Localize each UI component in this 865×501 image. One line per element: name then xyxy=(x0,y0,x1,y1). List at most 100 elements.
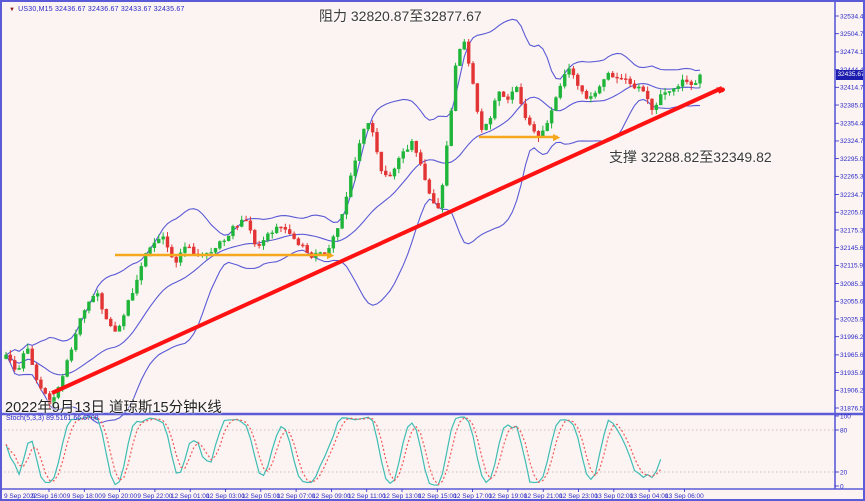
time-tick-label[interactable]: 12 Sep 05:00 xyxy=(241,493,280,500)
price-tick-label[interactable]: 32324.70 xyxy=(840,138,865,145)
bollinger-lower-band[interactable] xyxy=(5,98,701,424)
time-tick-label[interactable]: 9 Sep 16:00 xyxy=(31,493,66,500)
price-tick-label[interactable]: 32474.10 xyxy=(840,49,865,56)
stoch-tick-label[interactable]: 80 xyxy=(840,427,848,434)
stochastic-indicator-label: Stoch(5,3,3) 89.5161 66.6708 xyxy=(6,415,99,422)
candle-body xyxy=(663,92,667,95)
price-tick-label[interactable]: 32265.30 xyxy=(840,174,865,181)
time-tick-label[interactable]: 12 Sep 15:00 xyxy=(418,493,457,500)
support-annotation: 支撑 32288.82至32349.82 xyxy=(609,149,772,165)
price-tick-label[interactable]: 32385.00 xyxy=(840,102,865,109)
candle-body xyxy=(226,235,231,242)
candle-body xyxy=(104,309,109,320)
time-tick-label[interactable]: 12 Sep 13:00 xyxy=(383,493,422,500)
time-tick-label[interactable]: 12 Sep 23:00 xyxy=(559,493,598,500)
candle-body xyxy=(113,325,117,332)
candle-body xyxy=(74,334,78,350)
stoch-tick-label[interactable]: 20 xyxy=(840,469,848,476)
candle-body xyxy=(305,245,309,253)
price-tick-label[interactable]: 32025.90 xyxy=(840,316,865,323)
candle-body xyxy=(597,86,602,94)
symbol-info-bar[interactable]: ▼ US30,M15 32436.67 32436.67 32433.67 324… xyxy=(9,6,185,13)
candle-body xyxy=(532,124,536,132)
candle-body xyxy=(667,91,672,93)
candle-body xyxy=(423,163,427,181)
candle-body xyxy=(650,98,654,111)
candle-body xyxy=(659,94,663,106)
price-tick-label[interactable]: 31965.60 xyxy=(840,352,865,359)
candle-body xyxy=(379,151,384,172)
candle-body xyxy=(628,78,632,84)
time-tick-label[interactable]: 12 Sep 19:00 xyxy=(489,493,528,500)
candle-body xyxy=(458,49,462,66)
candle-body xyxy=(213,248,218,253)
time-tick-label[interactable]: 12 Sep 11:00 xyxy=(348,493,387,500)
candle-body xyxy=(619,77,624,80)
candle-body xyxy=(528,117,532,125)
candle-body xyxy=(191,246,196,255)
candle-body xyxy=(558,85,563,98)
time-tick-label[interactable]: 9 Sep 18:00 xyxy=(67,493,102,500)
time-tick-label[interactable]: 12 Sep 21:00 xyxy=(524,493,563,500)
price-tick-label[interactable]: 32055.60 xyxy=(840,299,865,306)
candle-body xyxy=(143,253,148,267)
candle-body xyxy=(611,72,615,78)
time-tick-label[interactable]: 13 Sep 02:00 xyxy=(594,493,633,500)
candle-body xyxy=(606,72,611,80)
candle-body xyxy=(95,293,100,297)
candle-body xyxy=(672,88,676,92)
candle-body xyxy=(279,226,283,229)
price-tick-label[interactable]: 32085.30 xyxy=(840,281,865,288)
time-tick-label[interactable]: 12 Sep 17:00 xyxy=(453,493,492,500)
candle-body xyxy=(362,128,366,144)
candle-body xyxy=(689,81,693,85)
time-tick-label[interactable]: 9 Sep 20:00 xyxy=(102,493,137,500)
price-tick-label[interactable]: 32205.00 xyxy=(840,210,865,217)
candle-body xyxy=(340,214,344,229)
time-tick-label[interactable]: 9 Sep 22:00 xyxy=(137,493,172,500)
candle-body xyxy=(602,79,606,87)
candle-body xyxy=(436,202,440,209)
price-tick-label[interactable]: 31935.90 xyxy=(840,370,865,377)
stoch-tick-label[interactable]: 100 xyxy=(840,413,851,420)
time-tick-label[interactable]: 12 Sep 07:00 xyxy=(277,493,316,500)
symbol-quote-text: US30,M15 32436.67 32436.67 32433.67 3243… xyxy=(18,6,185,13)
time-tick-label[interactable]: 9 Sep 2022 xyxy=(4,493,38,500)
candle-body xyxy=(698,74,702,84)
price-tick-label[interactable]: 32175.30 xyxy=(840,227,865,234)
candle-body xyxy=(244,219,248,222)
price-tick-label[interactable]: 32504.70 xyxy=(840,31,865,38)
time-tick-label[interactable]: 12 Sep 09:00 xyxy=(312,493,351,500)
price-tick-label[interactable]: 31876.50 xyxy=(840,405,865,412)
time-tick-label[interactable]: 13 Sep 06:00 xyxy=(665,493,704,500)
time-tick-label[interactable]: 12 Sep 01:00 xyxy=(171,493,210,500)
symbol-dropdown-icon[interactable]: ▼ xyxy=(9,7,16,13)
price-tick-label[interactable]: 32115.90 xyxy=(840,263,865,270)
candle-body xyxy=(126,300,130,316)
candle-body xyxy=(235,226,240,228)
price-tick-label[interactable]: 32145.60 xyxy=(840,245,865,252)
candle-body xyxy=(222,240,226,243)
candle-body xyxy=(39,379,43,389)
bollinger-upper-band[interactable] xyxy=(5,18,701,356)
candle-body xyxy=(615,76,619,79)
candle-body xyxy=(449,110,453,146)
stoch-tick-label[interactable]: 0 xyxy=(840,483,844,490)
price-tick-label[interactable]: 32354.40 xyxy=(840,121,865,128)
price-tick-label[interactable]: 32414.70 xyxy=(840,85,865,92)
trendline[interactable] xyxy=(51,86,722,395)
price-tick-label[interactable]: 31996.20 xyxy=(840,334,865,341)
price-tick-label[interactable]: 32534.40 xyxy=(840,13,865,20)
price-tick-label[interactable]: 32295.00 xyxy=(840,156,865,163)
time-tick-label[interactable]: 12 Sep 03:00 xyxy=(206,493,245,500)
candle-body xyxy=(545,122,549,131)
candle-body xyxy=(30,348,34,365)
candle-body xyxy=(624,78,628,80)
price-tick-label[interactable]: 31906.20 xyxy=(840,388,865,395)
candle-body xyxy=(484,123,488,130)
price-tick-label[interactable]: 32234.70 xyxy=(840,192,865,199)
time-tick-label[interactable]: 13 Sep 04:00 xyxy=(630,493,669,500)
bollinger-middle-band[interactable] xyxy=(5,82,701,376)
candle-body xyxy=(514,86,519,92)
